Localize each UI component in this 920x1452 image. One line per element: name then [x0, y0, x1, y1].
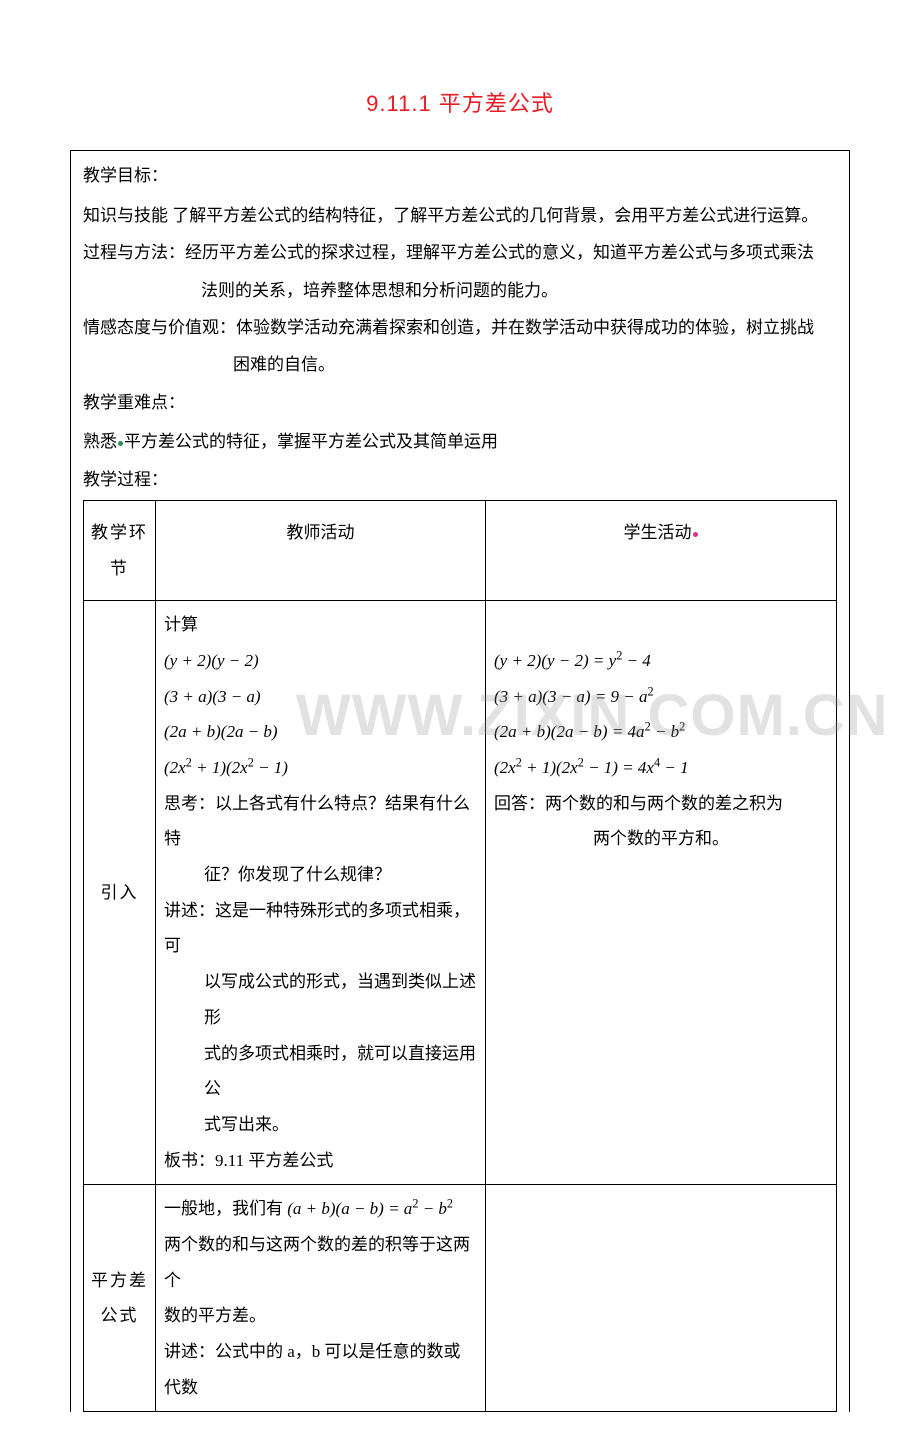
difficulty-label: 教学重难点： [83, 384, 837, 421]
method-line: 过程与方法：经历平方差公式的探求过程，理解平方差公式的意义，知道平方差公式与多项… [83, 234, 837, 271]
difficulty-line: 熟悉平方差公式的特征，掌握平方差公式及其简单运用 [83, 423, 837, 460]
teacher-formula: 一般地，我们有 (a + b)(a − b) = a2 − b2 两个数的和与这… [156, 1185, 486, 1412]
table-row: 平方差公式 一般地，我们有 (a + b)(a − b) = a2 − b2 两… [84, 1185, 837, 1412]
formula-r1: (y + 2)(y − 2) = y2 − 4 [494, 643, 828, 679]
attitude-line2: 困难的自信。 [83, 346, 837, 383]
process-label: 教学过程： [83, 461, 837, 498]
attitude-line: 情感态度与价值观：体验数学活动充满着探索和创造，并在数学活动中获得成功的体验，树… [83, 309, 837, 346]
formula-l3: (2a + b)(2a − b) [164, 714, 477, 750]
formula-r3: (2a + b)(2a − b) = 4a2 − b2 [494, 714, 828, 750]
green-dot-icon [118, 441, 123, 446]
student-intro: (y + 2)(y − 2) = y2 − 4 (3 + a)(3 − a) =… [486, 601, 837, 1185]
formula-r2: (3 + a)(3 − a) = 9 − a2 [494, 679, 828, 715]
phase-formula: 平方差公式 [84, 1185, 156, 1412]
formula-general: (a + b)(a − b) = a2 − b2 [287, 1199, 453, 1218]
think-line: 思考：以上各式有什么特点？结果有什么特 [164, 786, 477, 857]
teacher-intro: 计算 (y + 2)(y − 2) (3 + a)(3 − a) (2a + b… [156, 601, 486, 1185]
formula-r4: (2x2 + 1)(2x2 − 1) = 4x4 − 1 [494, 750, 828, 786]
formula-l2: (3 + a)(3 − a) [164, 679, 477, 715]
pink-dot-icon [693, 532, 698, 537]
method-line2: 法则的关系，培养整体思想和分析问题的能力。 [83, 272, 837, 309]
goals-label: 教学目标： [83, 157, 837, 194]
lesson-table: 教学环节 教师活动 学生活动 引入 计算 (y + 2)(y − 2) (3 +… [83, 500, 837, 1413]
table-row: 引入 计算 (y + 2)(y − 2) (3 + a)(3 − a) (2a … [84, 601, 837, 1185]
table-header: 教学环节 教师活动 学生活动 [84, 500, 837, 600]
skill-line: 知识与技能 了解平方差公式的结构特征，了解平方差公式的几何背景，会用平方差公式进… [83, 197, 837, 234]
col-header-phase: 教学环节 [84, 500, 156, 600]
content-box: 教学目标： 知识与技能 了解平方差公式的结构特征，了解平方差公式的几何背景，会用… [70, 150, 850, 1412]
formula-l4: (2x2 + 1)(2x2 − 1) [164, 750, 477, 786]
formula-l1: (y + 2)(y − 2) [164, 643, 477, 679]
col-header-teacher: 教师活动 [156, 500, 486, 600]
page: WWW.ZIXIN.COM.CN 9.11.1 平方差公式 教学目标： 知识与技… [70, 80, 850, 1412]
col-header-student: 学生活动 [486, 500, 837, 600]
phase-intro: 引入 [84, 601, 156, 1185]
student-formula [486, 1185, 837, 1412]
document-title: 9.11.1 平方差公式 [70, 80, 850, 128]
